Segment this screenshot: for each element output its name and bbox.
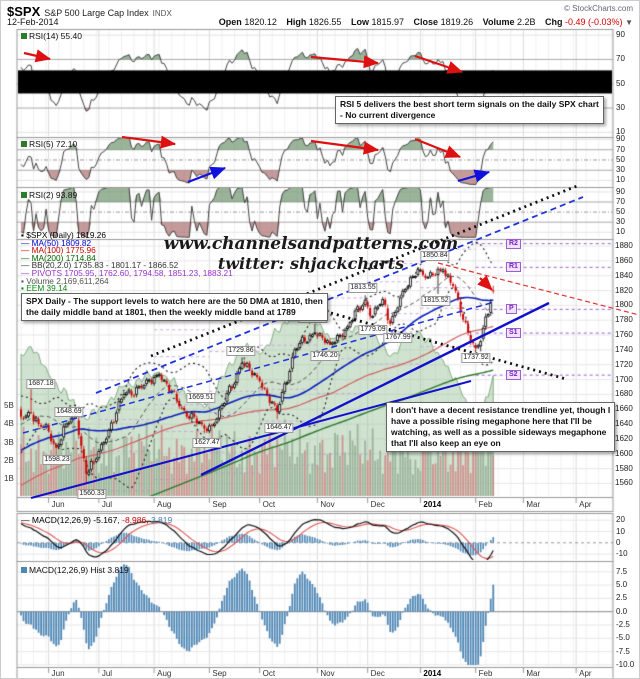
close-label: Close — [413, 17, 439, 27]
chart-title: $SPX S&P 500 Large Cap Index INDX — [7, 3, 172, 21]
high-value: 1826.55 — [308, 17, 342, 27]
rsi2-legend: RSI(2) 93.89 — [21, 190, 77, 200]
legend-line-icon: — — [21, 237, 32, 248]
main-legend: ▪ $SPX (Daily) 1819.26— MA(50) 1809.82— … — [21, 230, 233, 294]
main-legend-line: ▪ $SPX (Daily) 1819.26 — [21, 230, 107, 240]
indicator-icon — [21, 567, 27, 573]
main-legend-line: — MA(100) 1775.96 — [21, 245, 96, 256]
volume-label: Volume — [482, 17, 515, 27]
chg-label: Chg — [545, 17, 563, 27]
macd-legend-part: 3.819 — [150, 515, 173, 525]
indicator-icon — [21, 33, 27, 39]
legend-line-icon: — — [21, 252, 32, 263]
legend-line-icon: — — [21, 260, 32, 271]
chg-value: -0.49 (-0.03%) — [565, 17, 623, 27]
main-legend-line: — MA(200) 1714.84 — [21, 252, 96, 263]
macd-hist-legend: MACD(12,26,9) Hist 3.819 — [21, 565, 129, 575]
legend-line-icon: ▪ — [21, 230, 27, 240]
indicator-icon — [21, 192, 27, 198]
main-legend-line: — MA(50) 1809.82 — [21, 237, 92, 248]
open-label: Open — [218, 17, 242, 27]
indicator-icon — [21, 141, 27, 147]
rsi5-legend: RSI(5) 72.10 — [21, 139, 77, 149]
exchange: INDX — [152, 9, 172, 18]
main-legend-line: ▪ Volume 2,169,611,264 — [21, 275, 109, 286]
chevron-down-icon[interactable]: ▼ — [625, 18, 633, 27]
macd-legend-part: -8.986, — [122, 515, 151, 525]
rsi14-legend: RSI(14) 55.40 — [21, 31, 82, 41]
copyright: © StockCharts.com — [563, 4, 633, 13]
index-name: S&P 500 Large Cap Index — [44, 8, 149, 18]
legend-line-icon: — — [21, 267, 32, 278]
legend-line-icon: ▪ — [21, 275, 27, 286]
quote-strip: Open 1820.12 High 1826.55 Low 1815.97 Cl… — [212, 17, 633, 27]
main-legend-line: ▪ EEM 39.14 — [21, 283, 68, 294]
low-label: Low — [350, 17, 369, 27]
low-value: 1815.97 — [371, 17, 405, 27]
macd-legend-part: — MACD(12,26,9) — [21, 515, 94, 525]
symbol: $SPX — [7, 4, 41, 19]
macd-legend-part: -5.167, — [93, 515, 123, 525]
legend-line-icon: — — [21, 245, 32, 256]
volume-value: 2.2B — [516, 17, 536, 27]
legend-line-icon: ▪ — [21, 283, 27, 294]
macd-legend: — MACD(12,26,9) -5.167, -8.986, 3.819 — [21, 515, 172, 525]
high-label: High — [286, 17, 307, 27]
chart-date: 12-Feb-2014 — [7, 17, 59, 27]
open-value: 1820.12 — [244, 17, 277, 27]
close-value: 1819.26 — [440, 17, 474, 27]
